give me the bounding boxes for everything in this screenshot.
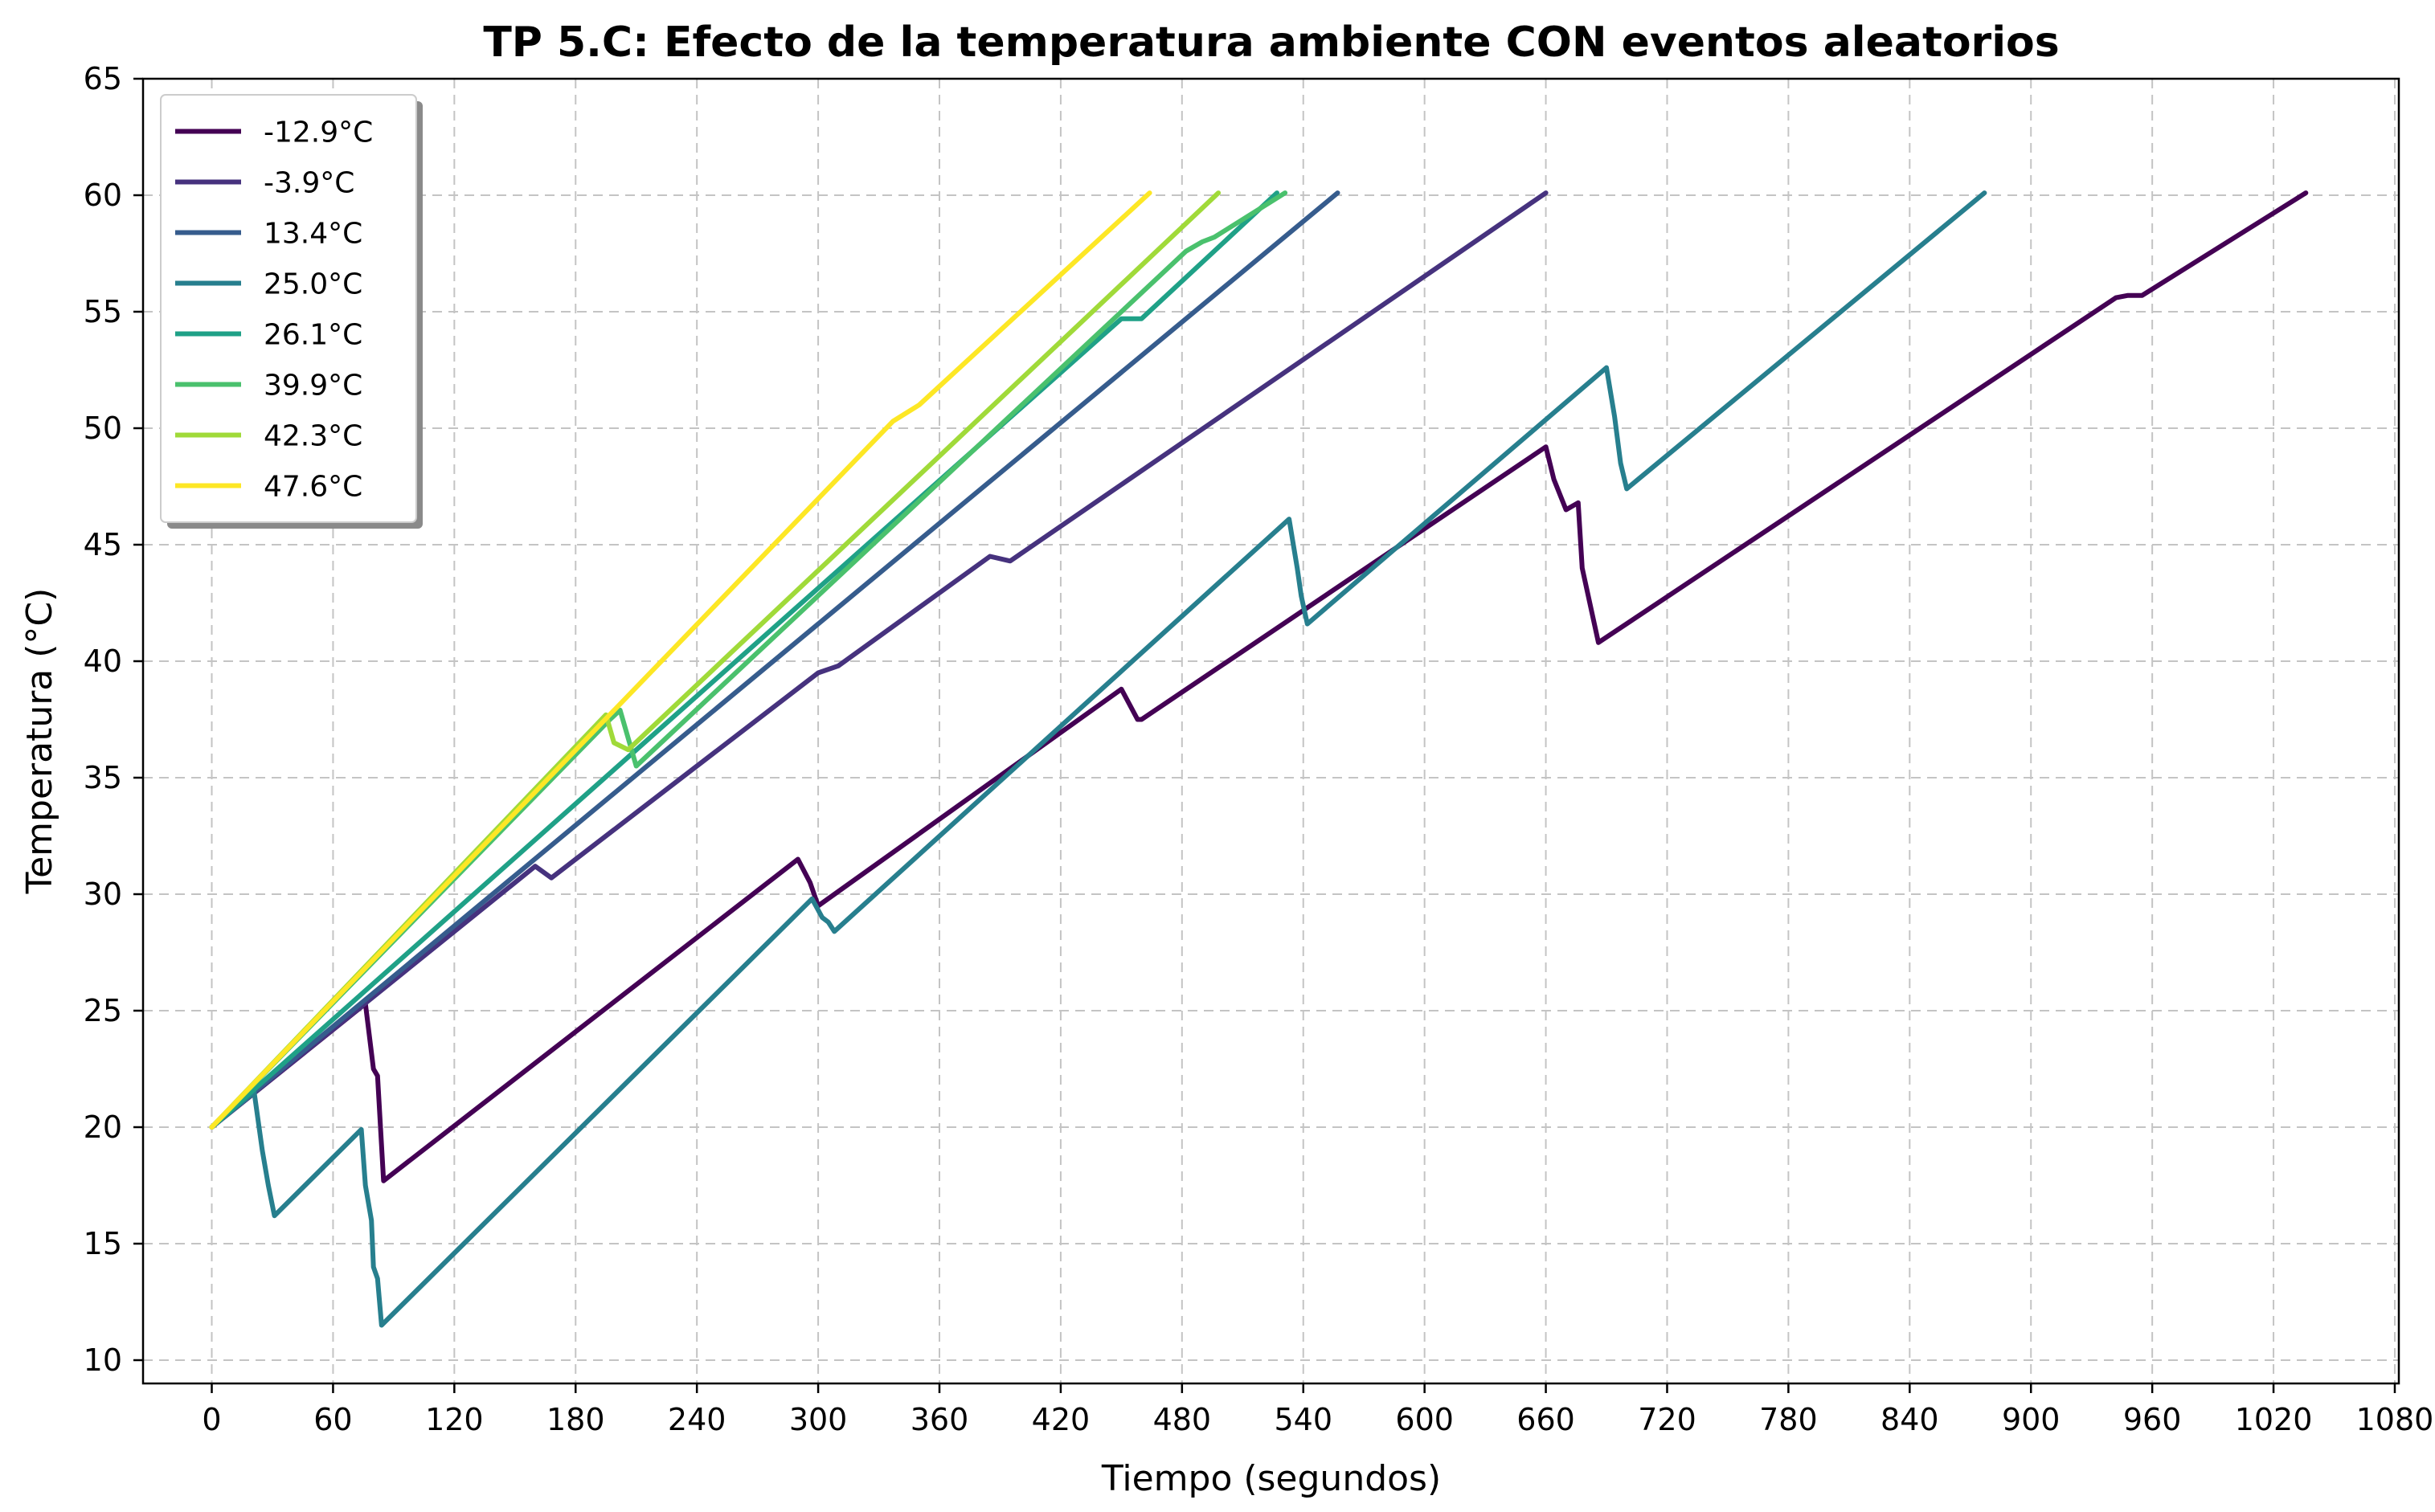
series-line-2 <box>209 190 1549 1130</box>
y-tick-label: 20 <box>84 1109 122 1145</box>
x-axis-label: Tiempo (segundos) <box>1101 1458 1441 1499</box>
series-line-8 <box>209 190 1152 1130</box>
series-line-3 <box>209 190 1340 1130</box>
x-tick-label: 240 <box>668 1402 726 1437</box>
x-tick-label: 600 <box>1395 1402 1454 1437</box>
legend-label: 39.9°C <box>264 370 362 403</box>
x-tick-label: 720 <box>1638 1402 1696 1437</box>
x-tick-label: 1080 <box>2356 1402 2434 1437</box>
series-line-4 <box>209 190 1987 1328</box>
x-tick-label: 360 <box>911 1402 969 1437</box>
x-tick-label: 480 <box>1153 1402 1212 1437</box>
legend-label: 26.1°C <box>264 319 362 352</box>
y-tick-label: 55 <box>84 294 122 329</box>
y-tick-label: 30 <box>84 877 122 912</box>
legend-label: -12.9°C <box>264 116 373 149</box>
y-tick-label: 65 <box>84 61 122 96</box>
x-axis: 0 60 120 180 240 300 360 420 480 540 600 660 720 780 8… <box>202 1383 2433 1437</box>
series-line-1 <box>209 190 2309 1183</box>
legend-label: 25.0°C <box>264 268 362 301</box>
legend: -12.9°C -3.9°C 13.4°C 25.0°C 26.1°C 39.9°C 42.… <box>160 94 423 529</box>
y-tick-label: 60 <box>84 178 122 213</box>
x-tick-label: 840 <box>1880 1402 1939 1437</box>
x-tick-label: 540 <box>1274 1402 1332 1437</box>
y-tick-label: 10 <box>84 1342 122 1378</box>
x-tick-label: 420 <box>1032 1402 1091 1437</box>
y-tick-label: 25 <box>84 993 122 1028</box>
y-tick-label: 45 <box>84 527 122 562</box>
chart-title: TP 5.C: Efecto de la temperatura ambient… <box>483 18 2059 67</box>
series-line-5 <box>209 190 1279 1130</box>
x-tick-label: 120 <box>425 1402 484 1437</box>
x-tick-label: 780 <box>1759 1402 1818 1437</box>
x-tick-label: 60 <box>313 1402 352 1437</box>
plot-frame <box>141 77 2400 1385</box>
legend-label: 42.3°C <box>264 420 362 453</box>
x-tick-label: 1020 <box>2235 1402 2313 1437</box>
legend-box <box>160 94 417 523</box>
y-tick-label: 40 <box>84 644 122 679</box>
x-tick-label: 900 <box>2002 1402 2061 1437</box>
x-tick-label: 300 <box>789 1402 848 1437</box>
legend-label: -3.9°C <box>264 167 354 200</box>
x-tick-label: 960 <box>2123 1402 2182 1437</box>
x-tick-label: 660 <box>1516 1402 1575 1437</box>
legend-label: 13.4°C <box>264 218 362 251</box>
series-layer <box>209 190 2309 1328</box>
legend-label: 47.6°C <box>264 471 362 504</box>
y-tick-label: 50 <box>84 411 122 446</box>
x-tick-label: 180 <box>546 1402 605 1437</box>
y-tick-label: 15 <box>84 1226 122 1261</box>
series-line-6 <box>209 190 1288 1130</box>
y-tick-label: 35 <box>84 760 122 795</box>
y-axis-label: Temperatura (°C) <box>19 588 60 895</box>
x-tick-label: 0 <box>202 1402 221 1437</box>
y-axis: 10 15 20 25 30 35 40 45 50 55 60 65 <box>84 61 143 1378</box>
